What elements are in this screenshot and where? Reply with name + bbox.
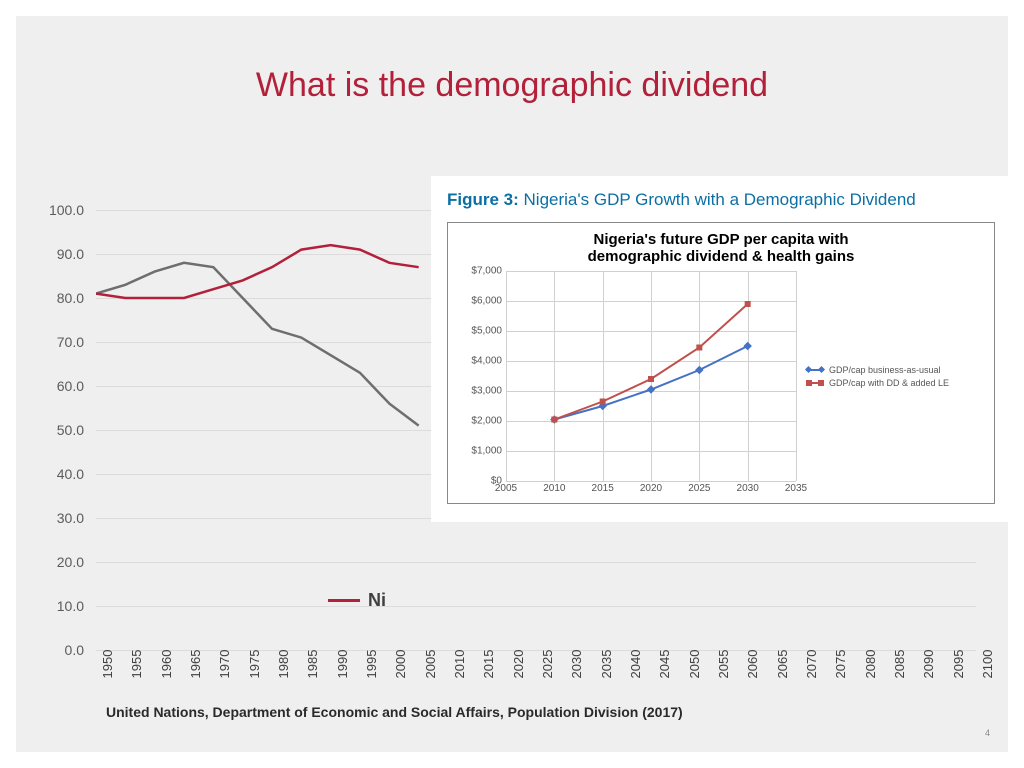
chart2-body: $0$1,000$2,000$3,000$4,000$5,000$6,000$7…	[456, 271, 986, 481]
chart2-lines	[506, 271, 796, 481]
legend-swatch-blue	[806, 369, 824, 371]
chart1-y-tick-label: 50.0	[57, 422, 84, 438]
chart2-y-tick-label: $3,000	[471, 386, 502, 397]
legend-item-dd: GDP/cap with DD & added LE	[806, 378, 986, 388]
chart2-marker	[648, 376, 654, 382]
chart2-x-tick-label: 2030	[737, 483, 759, 494]
chart1-x-tick-label: 2020	[511, 650, 526, 679]
chart2-marker	[743, 342, 751, 350]
slide-container: What is the demographic dividend Total 0…	[16, 16, 1008, 752]
chart1-x-tick-label: 2050	[687, 650, 702, 679]
legend-swatch-red	[806, 382, 824, 384]
chart1-x-tick-label: 1990	[335, 650, 350, 679]
chart2-y-tick-label: $5,000	[471, 326, 502, 337]
chart2-title: Nigeria's future GDP per capita with dem…	[456, 231, 986, 265]
chart2-x-tick-label: 2010	[543, 483, 565, 494]
legend-label-dd: GDP/cap with DD & added LE	[829, 378, 949, 388]
chart1-x-tick-label: 2070	[804, 650, 819, 679]
page-number: 4	[985, 728, 990, 738]
chart1-x-tick-label: 2030	[569, 650, 584, 679]
source-citation: United Nations, Department of Economic a…	[106, 704, 683, 720]
chart1-x-tick-label: 1965	[188, 650, 203, 679]
chart2-marker	[745, 301, 751, 307]
legend-label-nigeria: Ni	[368, 590, 386, 611]
chart1-y-tick-label: 10.0	[57, 598, 84, 614]
chart1-x-tick-label: 2065	[775, 650, 790, 679]
slide-title: What is the demographic dividend	[16, 16, 1008, 105]
chart2-y-tick-label: $1,000	[471, 446, 502, 457]
chart2-plot	[506, 271, 796, 481]
chart2-x-axis: 2005201020152020202520302035	[506, 481, 796, 499]
chart1-x-tick-label: 2055	[716, 650, 731, 679]
chart2-x-tick-label: 2035	[785, 483, 807, 494]
figure3-text: Nigeria's GDP Growth with a Demographic …	[524, 190, 916, 209]
chart2-x-tick-label: 2025	[688, 483, 710, 494]
chart1-x-tick-label: 2025	[540, 650, 555, 679]
chart1-x-tick-label: 1950	[100, 650, 115, 679]
chart1-y-tick-label: 90.0	[57, 246, 84, 262]
chart2-vgridline	[796, 271, 797, 481]
chart1-x-tick-label: 2060	[745, 650, 760, 679]
legend-label-bau: GDP/cap business-as-usual	[829, 365, 941, 375]
chart1-x-axis: 1950 1955 1960 1965 1970 1975 1980 1985 1990 1995…	[96, 624, 976, 694]
chart1-series-line	[96, 263, 419, 426]
chart2-marker	[600, 399, 606, 405]
chart1-y-tick-label: 30.0	[57, 510, 84, 526]
chart1-x-tick-label: 1995	[364, 650, 379, 679]
chart1-x-tick-label: 1980	[276, 650, 291, 679]
figure3-overlay: Figure 3: Nigeria's GDP Growth with a De…	[431, 176, 1011, 522]
chart2-marker	[696, 345, 702, 351]
chart2-marker	[647, 385, 655, 393]
figure3-caption: Figure 3: Nigeria's GDP Growth with a De…	[447, 190, 995, 210]
chart1-y-tick-label: 100.0	[49, 202, 84, 218]
chart1-x-tick-label: 2080	[863, 650, 878, 679]
chart2-y-tick-label: $7,000	[471, 266, 502, 277]
chart1-x-tick-label: 2035	[599, 650, 614, 679]
chart2-title-line2: demographic dividend & health gains	[588, 248, 855, 265]
chart1-x-tick-label: 2085	[892, 650, 907, 679]
chart1-x-tick-label: 1975	[247, 650, 262, 679]
chart2-series-line	[554, 304, 747, 420]
chart2-y-tick-label: $4,000	[471, 356, 502, 367]
chart2-marker	[695, 366, 703, 374]
gdp-chart-box: Nigeria's future GDP per capita with dem…	[447, 222, 995, 504]
chart1-x-tick-label: 2095	[951, 650, 966, 679]
chart1-x-tick-label: 2045	[657, 650, 672, 679]
chart1-y-tick-label: 60.0	[57, 378, 84, 394]
chart1-x-tick-label: 1970	[217, 650, 232, 679]
chart2-legend: GDP/cap business-as-usual GDP/cap with D…	[796, 362, 986, 391]
chart1-y-tick-label: 70.0	[57, 334, 84, 350]
chart1-x-tick-label: 2015	[481, 650, 496, 679]
chart1-x-tick-label: 2005	[423, 650, 438, 679]
legend-item-bau: GDP/cap business-as-usual	[806, 365, 986, 375]
chart1-y-axis: 0.010.020.030.040.050.060.070.080.090.01…	[38, 210, 90, 650]
chart1-x-tick-label: 2075	[833, 650, 848, 679]
chart2-x-tick-label: 2005	[495, 483, 517, 494]
legend-swatch-nigeria	[328, 599, 360, 602]
chart1-x-tick-label: 1955	[129, 650, 144, 679]
chart1-x-tick-label: 2100	[980, 650, 995, 679]
chart1-x-tick-label: 2040	[628, 650, 643, 679]
chart1-x-tick-label: 2090	[921, 650, 936, 679]
chart1-y-tick-label: 20.0	[57, 554, 84, 570]
chart1-y-tick-label: 80.0	[57, 290, 84, 306]
chart2-marker	[551, 417, 557, 423]
chart2-x-tick-label: 2020	[640, 483, 662, 494]
chart2-plot-wrap: $0$1,000$2,000$3,000$4,000$5,000$6,000$7…	[456, 271, 796, 481]
chart1-x-tick-label: 2010	[452, 650, 467, 679]
figure3-label: Figure 3:	[447, 190, 519, 209]
chart1-y-tick-label: 40.0	[57, 466, 84, 482]
chart1-legend: Ni	[328, 590, 386, 611]
chart2-title-line1: Nigeria's future GDP per capita with	[593, 231, 848, 248]
chart2-y-tick-label: $2,000	[471, 416, 502, 427]
chart2-x-tick-label: 2015	[592, 483, 614, 494]
chart2-y-axis: $0$1,000$2,000$3,000$4,000$5,000$6,000$7…	[456, 271, 506, 481]
chart1-x-tick-label: 2000	[393, 650, 408, 679]
chart1-y-tick-label: 0.0	[65, 642, 84, 658]
chart1-x-tick-label: 1985	[305, 650, 320, 679]
chart1-x-tick-label: 1960	[159, 650, 174, 679]
chart2-y-tick-label: $6,000	[471, 296, 502, 307]
chart1-series-line	[96, 245, 419, 298]
